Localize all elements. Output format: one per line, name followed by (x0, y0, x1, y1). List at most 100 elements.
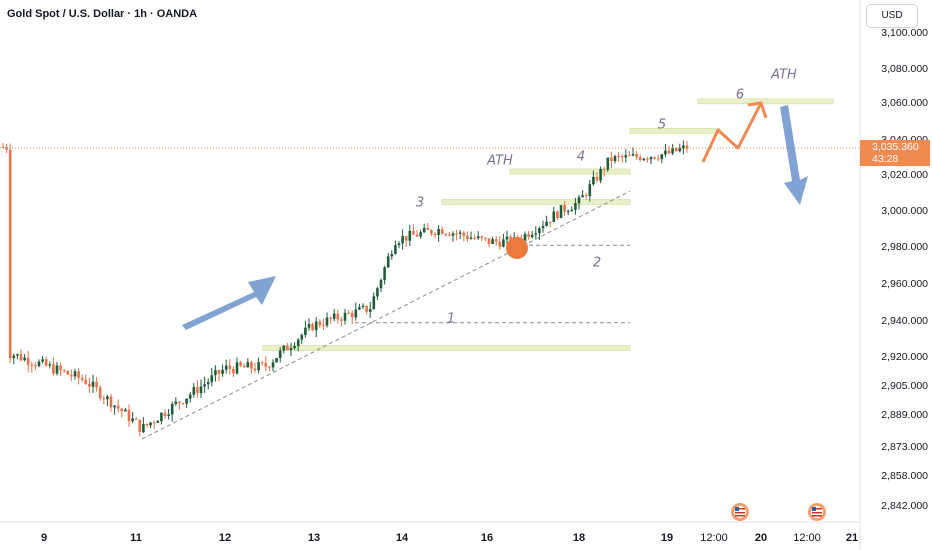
candle-body (361, 305, 365, 308)
candle-body (311, 324, 314, 331)
candle-body (430, 230, 433, 234)
candle-body (250, 362, 253, 369)
y-tick-label: 3,020.000 (881, 169, 928, 181)
candle-body (127, 409, 131, 422)
candle-body (156, 421, 160, 423)
candle-body (178, 401, 181, 404)
candle-body (12, 355, 16, 359)
candle-body (41, 359, 44, 362)
candle-body (80, 377, 84, 380)
candle-body (412, 230, 415, 235)
candle-body (296, 339, 300, 347)
candle-body (37, 361, 41, 366)
candle-body (214, 370, 217, 376)
candle-body (224, 365, 228, 370)
candle-body (120, 408, 124, 412)
candle-body (23, 357, 26, 361)
candle-body (30, 364, 34, 366)
candle-body (602, 168, 606, 170)
us-flag-icon-stripe (735, 515, 745, 517)
candle-body (350, 313, 354, 318)
y-tick-label: 3,100.000 (881, 27, 928, 39)
level-label-1: 1 (446, 311, 456, 327)
candle-body (242, 365, 246, 368)
candle-body (192, 387, 196, 395)
candle-body (433, 233, 437, 235)
y-tick-label: 2,940.000 (881, 315, 928, 327)
candle-body (588, 184, 592, 196)
candle-body (581, 195, 584, 198)
overlay-layer (0, 0, 861, 550)
currency-button[interactable]: USD (866, 4, 918, 28)
candle-body (386, 256, 390, 268)
candle-body (232, 369, 235, 374)
zone-band-3 (441, 199, 631, 205)
candle-body (181, 403, 185, 405)
y-tick-label: 3,080.000 (881, 63, 928, 75)
candle-body (538, 228, 541, 234)
level-label-3: 3 (415, 195, 425, 211)
candle-body (498, 241, 502, 247)
candle-body (390, 253, 394, 257)
candle-body (282, 345, 286, 351)
candle-body (203, 384, 206, 387)
candle-body (8, 149, 12, 359)
candle-body (534, 233, 538, 235)
candle-body (368, 309, 372, 312)
us-flag-icon-canton (812, 507, 816, 511)
candle-body (584, 195, 588, 197)
candle-body (469, 237, 473, 239)
candle-body (196, 387, 199, 394)
candle-body (592, 176, 595, 185)
candle-body (199, 386, 203, 394)
candle-body (466, 235, 469, 239)
ath-label-left: ATH (487, 153, 513, 169)
candle-body (667, 150, 671, 154)
zones-layer (262, 98, 834, 351)
candle-body (278, 350, 282, 359)
candle-body (1, 147, 5, 148)
candle-body (48, 364, 52, 366)
candle-body (142, 424, 145, 433)
candle-body (52, 364, 55, 374)
candle-body (379, 280, 383, 289)
candle-body (116, 405, 120, 409)
x-tick-label: 11 (130, 532, 142, 544)
candle-body (77, 371, 80, 378)
candle-body (480, 236, 484, 238)
candle-body (365, 305, 368, 312)
candle-body (397, 243, 401, 246)
candle-body (167, 414, 170, 416)
candle-body (451, 233, 455, 236)
y-tick-label: 2,980.000 (881, 241, 928, 253)
candle-body (188, 394, 192, 399)
candle-body (556, 211, 559, 219)
us-flag-icon (731, 503, 749, 521)
candle-body (599, 168, 602, 181)
blue-up-arrow (182, 276, 276, 330)
candle-body (124, 409, 127, 412)
zone-band-6 (697, 98, 834, 105)
candle-body (314, 321, 318, 331)
candle-body (102, 398, 106, 400)
candle-body (458, 232, 462, 234)
candle-body (685, 145, 689, 149)
candle-body (145, 424, 149, 426)
candle-body (523, 234, 527, 241)
candle-body (595, 176, 599, 181)
candle-body (577, 197, 581, 203)
candle-body (541, 225, 545, 229)
candle-body (289, 348, 293, 351)
candle-body (91, 381, 95, 387)
candle-body (671, 147, 674, 154)
candle-body (530, 234, 534, 238)
candle-body (34, 365, 37, 367)
candle-body (545, 221, 548, 226)
candle-body (271, 362, 275, 368)
candle-body (228, 365, 232, 369)
candle-body (484, 237, 487, 239)
candle-body (476, 236, 480, 239)
candle-body (656, 158, 660, 160)
candle-body (275, 358, 278, 363)
